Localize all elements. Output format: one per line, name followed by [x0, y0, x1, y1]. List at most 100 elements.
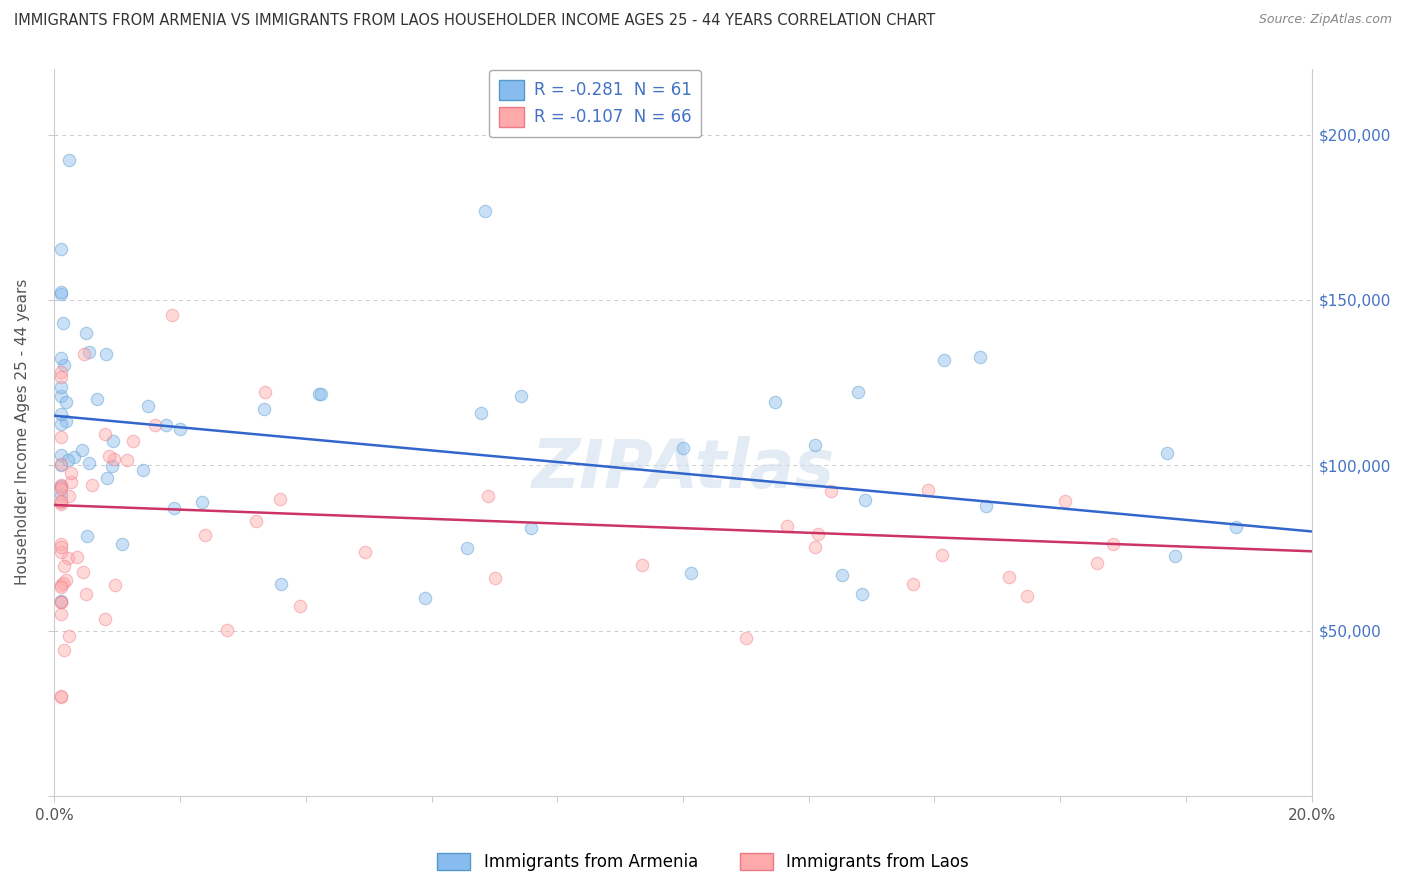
- Point: [934, 353, 956, 368]
- Point: [49, 351, 72, 365]
- Point: [354, 545, 377, 559]
- Point: [49, 494, 72, 508]
- Point: [49, 417, 72, 431]
- Point: [58, 551, 80, 566]
- Point: [49, 380, 72, 394]
- Point: [59, 475, 82, 490]
- Text: IMMIGRANTS FROM ARMENIA VS IMMIGRANTS FROM LAOS HOUSEHOLDER INCOME AGES 25 - 44 : IMMIGRANTS FROM ARMENIA VS IMMIGRANTS FR…: [14, 13, 935, 29]
- Point: [245, 514, 267, 528]
- Point: [49, 594, 72, 608]
- Legend: R = -0.281  N = 61, R = -0.107  N = 66: R = -0.281 N = 61, R = -0.107 N = 66: [488, 70, 702, 136]
- Point: [52, 559, 75, 574]
- Point: [853, 493, 876, 508]
- Point: [136, 399, 159, 413]
- Point: [86, 392, 108, 406]
- Point: [75, 326, 97, 341]
- Point: [53, 359, 76, 373]
- Point: [49, 607, 72, 621]
- Point: [191, 495, 214, 509]
- Point: [672, 441, 695, 455]
- Point: [269, 491, 291, 506]
- Point: [58, 629, 80, 643]
- Point: [58, 153, 80, 167]
- Point: [931, 549, 953, 563]
- Point: [484, 571, 506, 585]
- Point: [631, 558, 654, 572]
- Point: [76, 587, 98, 601]
- Point: [94, 347, 117, 361]
- Point: [76, 529, 98, 543]
- Point: [1101, 537, 1123, 551]
- Point: [59, 467, 82, 481]
- Point: [111, 537, 134, 551]
- Point: [1085, 556, 1108, 570]
- Point: [49, 478, 72, 492]
- Point: [55, 574, 77, 588]
- Point: [49, 482, 72, 496]
- Point: [49, 242, 72, 256]
- Point: [49, 457, 72, 471]
- Point: [763, 394, 786, 409]
- Point: [103, 451, 125, 466]
- Point: [72, 565, 94, 579]
- Point: [97, 449, 120, 463]
- Point: [49, 537, 72, 551]
- Point: [94, 612, 117, 626]
- Point: [72, 346, 94, 360]
- Point: [519, 521, 541, 535]
- Point: [49, 578, 72, 592]
- Point: [55, 394, 77, 409]
- Point: [308, 387, 330, 401]
- Point: [49, 287, 72, 301]
- Point: [163, 501, 186, 516]
- Point: [132, 463, 155, 477]
- Point: [681, 566, 703, 580]
- Point: [49, 448, 72, 462]
- Point: [734, 631, 756, 645]
- Point: [169, 422, 191, 436]
- Point: [66, 549, 89, 564]
- Point: [63, 450, 86, 464]
- Point: [49, 285, 72, 300]
- Point: [55, 414, 77, 428]
- Point: [917, 483, 939, 497]
- Point: [96, 471, 118, 485]
- Point: [49, 430, 72, 444]
- Point: [49, 540, 72, 554]
- Point: [49, 690, 72, 704]
- Point: [49, 369, 72, 384]
- Point: [160, 308, 183, 322]
- Point: [477, 490, 499, 504]
- Point: [49, 407, 72, 421]
- Point: [115, 453, 138, 467]
- Y-axis label: Householder Income Ages 25 - 44 years: Householder Income Ages 25 - 44 years: [15, 279, 30, 585]
- Point: [1225, 520, 1247, 534]
- Point: [143, 417, 166, 432]
- Point: [309, 387, 332, 401]
- Point: [194, 527, 217, 541]
- Legend: Immigrants from Armenia, Immigrants from Laos: Immigrants from Armenia, Immigrants from…: [429, 845, 977, 880]
- Point: [80, 477, 103, 491]
- Point: [831, 568, 853, 582]
- Point: [56, 453, 79, 467]
- Point: [52, 316, 75, 330]
- Point: [998, 570, 1021, 584]
- Point: [49, 594, 72, 608]
- Point: [49, 480, 72, 494]
- Point: [820, 483, 842, 498]
- Point: [49, 478, 72, 492]
- Point: [974, 499, 997, 513]
- Point: [52, 576, 75, 591]
- Point: [413, 591, 436, 606]
- Point: [49, 689, 72, 703]
- Point: [104, 578, 127, 592]
- Point: [807, 526, 830, 541]
- Point: [848, 384, 870, 399]
- Point: [53, 643, 76, 657]
- Point: [70, 442, 93, 457]
- Point: [77, 456, 100, 470]
- Point: [253, 384, 276, 399]
- Point: [1156, 446, 1178, 460]
- Point: [776, 518, 799, 533]
- Point: [101, 434, 124, 449]
